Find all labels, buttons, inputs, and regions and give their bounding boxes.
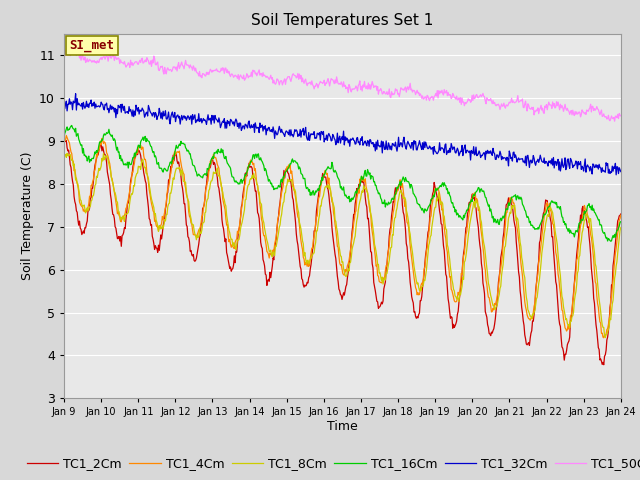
TC1_2Cm — [600, 362, 607, 368]
TC1_8Cm — [128, 192, 136, 197]
TC1_32Cm — [428, 146, 435, 152]
TC1_16Cm — [60, 134, 68, 140]
TC1_2Cm — [214, 175, 221, 180]
TC1_8Cm — [60, 154, 68, 160]
TC1_4Cm — [71, 167, 79, 172]
TC1_16Cm — [68, 122, 76, 128]
Line: TC1_16Cm: TC1_16Cm — [64, 125, 621, 241]
TC1_4Cm — [214, 164, 222, 169]
TC1_32Cm — [185, 114, 193, 120]
TC1_8Cm — [63, 150, 71, 156]
TC1_2Cm — [127, 174, 135, 180]
TC1_4Cm — [63, 132, 70, 138]
Line: TC1_32Cm: TC1_32Cm — [64, 94, 621, 175]
Line: TC1_50Cm: TC1_50Cm — [64, 51, 621, 121]
TC1_50Cm — [128, 60, 136, 65]
Line: TC1_2Cm: TC1_2Cm — [64, 140, 621, 365]
TC1_16Cm — [71, 129, 79, 135]
TC1_8Cm — [411, 268, 419, 274]
Y-axis label: Soil Temperature (C): Soil Temperature (C) — [20, 152, 33, 280]
TC1_4Cm — [60, 134, 68, 140]
Text: SI_met: SI_met — [70, 39, 115, 52]
TC1_16Cm — [214, 146, 222, 152]
TC1_32Cm — [214, 119, 222, 125]
TC1_32Cm — [411, 141, 419, 147]
TC1_2Cm — [70, 193, 78, 199]
TC1_4Cm — [411, 279, 419, 285]
TC1_2Cm — [60, 137, 68, 143]
TC1_2Cm — [184, 234, 192, 240]
TC1_4Cm — [600, 335, 607, 341]
TC1_50Cm — [428, 95, 435, 101]
TC1_32Cm — [72, 91, 79, 96]
TC1_32Cm — [128, 113, 136, 119]
TC1_32Cm — [612, 172, 620, 178]
TC1_16Cm — [428, 196, 435, 202]
TC1_32Cm — [70, 100, 78, 106]
TC1_16Cm — [128, 158, 136, 164]
Legend: TC1_2Cm, TC1_4Cm, TC1_8Cm, TC1_16Cm, TC1_32Cm, TC1_50Cm: TC1_2Cm, TC1_4Cm, TC1_8Cm, TC1_16Cm, TC1… — [22, 452, 640, 475]
TC1_16Cm — [607, 239, 614, 244]
TC1_4Cm — [617, 212, 625, 218]
TC1_4Cm — [128, 169, 136, 175]
Line: TC1_8Cm: TC1_8Cm — [64, 153, 621, 337]
TC1_32Cm — [60, 106, 68, 112]
TC1_2Cm — [617, 211, 625, 217]
TC1_16Cm — [617, 219, 625, 225]
TC1_4Cm — [428, 213, 435, 219]
TC1_50Cm — [61, 48, 69, 54]
TC1_50Cm — [411, 89, 419, 95]
TC1_4Cm — [185, 209, 193, 215]
TC1_8Cm — [428, 233, 435, 239]
TC1_8Cm — [214, 173, 222, 179]
TC1_50Cm — [214, 68, 222, 74]
TC1_50Cm — [185, 63, 193, 69]
TC1_8Cm — [185, 199, 193, 204]
TC1_50Cm — [617, 113, 625, 119]
TC1_8Cm — [71, 168, 79, 174]
TC1_16Cm — [411, 193, 419, 199]
TC1_50Cm — [611, 118, 618, 124]
TC1_2Cm — [410, 309, 418, 315]
TC1_16Cm — [185, 148, 193, 154]
TC1_50Cm — [60, 54, 68, 60]
TC1_32Cm — [617, 169, 625, 175]
Line: TC1_4Cm: TC1_4Cm — [64, 135, 621, 338]
TC1_8Cm — [617, 225, 625, 230]
X-axis label: Time: Time — [327, 420, 358, 433]
Title: Soil Temperatures Set 1: Soil Temperatures Set 1 — [252, 13, 433, 28]
TC1_8Cm — [602, 335, 609, 340]
TC1_50Cm — [71, 48, 79, 54]
TC1_2Cm — [426, 204, 434, 210]
